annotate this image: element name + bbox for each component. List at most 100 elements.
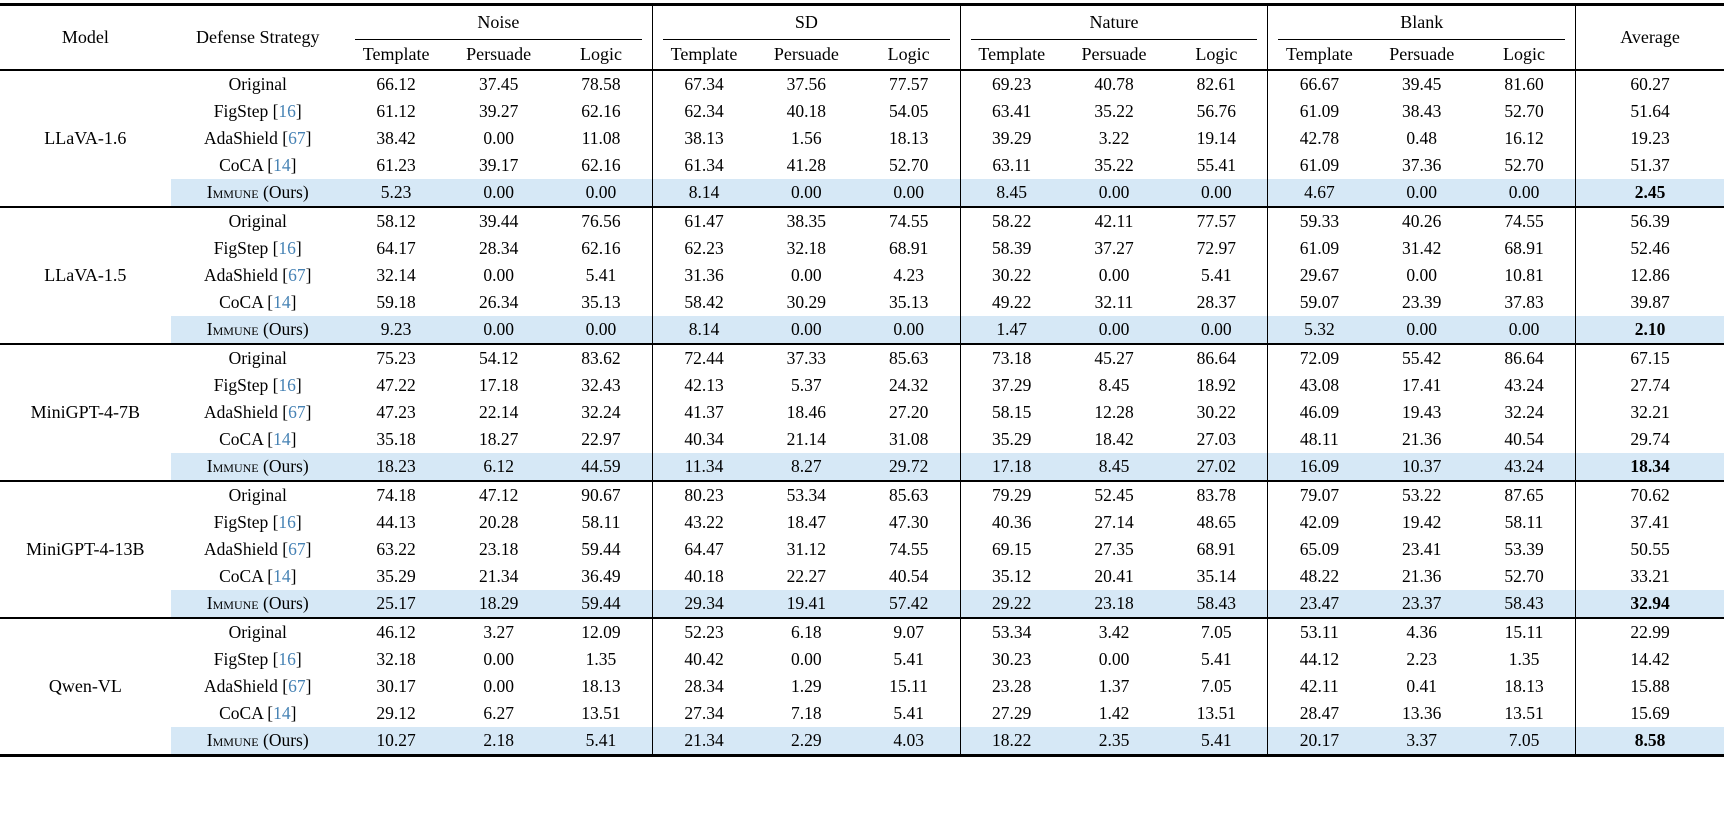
cell-value: 86.64 — [1473, 344, 1577, 372]
group-label-underline: Blank — [1278, 7, 1566, 40]
cell-value: 0.41 — [1406, 676, 1438, 696]
table-row: AdaShield [67] 63.22 23.18 59.44 64.47 31.12 7… — [0, 536, 1724, 563]
citation-link[interactable]: 14 — [273, 155, 291, 175]
cell-value: 42.09 — [1299, 512, 1340, 532]
cell-value: 1.56 — [791, 128, 822, 148]
table-row: CoCA [14] 61.23 39.17 62.16 61.34 41.28 52.70 6… — [0, 152, 1724, 179]
defense-name: Original — [228, 74, 287, 94]
defense-strategy-label: CoCA [14] — [219, 155, 297, 175]
average-value: 70.62 — [1630, 485, 1670, 505]
cell-value: 8.14 — [652, 316, 756, 344]
average-value: 32.94 — [1575, 590, 1724, 618]
average-value: 2.45 — [1575, 179, 1724, 207]
citation-link[interactable]: 14 — [273, 703, 291, 723]
citation-link[interactable]: 67 — [288, 539, 306, 559]
cell-value: 52.23 — [684, 622, 724, 642]
cell-value: 31.36 — [684, 265, 724, 285]
citation-link[interactable]: 14 — [273, 566, 291, 586]
cell-value: 58.22 — [992, 211, 1032, 231]
cell-value: 28.47 — [1299, 703, 1340, 723]
cell-value: 2.18 — [447, 727, 550, 756]
group-header-sd: SD — [652, 4, 961, 40]
defense-strategy-label: Original — [171, 70, 345, 98]
subcolumn-header: Logic — [1165, 40, 1269, 70]
cell-value: 27.29 — [992, 703, 1032, 723]
cell-value: 63.22 — [376, 539, 416, 559]
cell-value: 39.27 — [478, 101, 519, 121]
cell-value: 65.09 — [1299, 539, 1340, 559]
average-value: 39.87 — [1630, 292, 1670, 312]
average-value: 37.41 — [1630, 512, 1670, 532]
model-block-llava-1-5: LLaVA-1.5 Original 58.12 39.44 76.56 61.47 38.… — [0, 207, 1724, 344]
cell-value: 35.13 — [857, 289, 961, 316]
citation-link[interactable]: 67 — [288, 676, 306, 696]
table-row: FigStep [16] 47.22 17.18 32.43 42.13 5.37 24.3… — [0, 372, 1724, 399]
cell-value: 32.14 — [376, 265, 416, 285]
average-value: 15.88 — [1630, 676, 1670, 696]
citation-link[interactable]: 16 — [278, 512, 296, 532]
cell-value: 8.45 — [1062, 453, 1166, 481]
cell-value: 8.14 — [652, 179, 756, 207]
defense-strategy-label: AdaShield [67] — [204, 128, 312, 148]
defense-name: FigStep — [213, 512, 269, 532]
defense-name: AdaShield — [204, 265, 278, 285]
cell-value: 12.09 — [549, 618, 653, 646]
cell-value: 58.12 — [376, 211, 416, 231]
cell-value: 55.41 — [1165, 152, 1269, 179]
citation-link[interactable]: 16 — [278, 238, 296, 258]
cell-value: 41.28 — [786, 155, 827, 175]
citation-link[interactable]: 67 — [288, 402, 306, 422]
cell-value: 7.18 — [791, 703, 822, 723]
average-value: 51.37 — [1630, 155, 1670, 175]
citation-link[interactable]: 16 — [278, 375, 296, 395]
citation-link[interactable]: 67 — [288, 128, 306, 148]
cell-value: 5.41 — [549, 727, 653, 756]
citation-link[interactable]: 14 — [273, 292, 291, 312]
defense-name: Immune — [206, 182, 259, 202]
average-value: 32.21 — [1630, 402, 1670, 422]
cell-value: 61.09 — [1299, 155, 1340, 175]
cell-value: 1.35 — [549, 646, 653, 673]
cell-value: 27.35 — [1094, 539, 1134, 559]
cell-value: 0.00 — [1473, 179, 1577, 207]
citation-link[interactable]: 16 — [278, 649, 296, 669]
cell-value: 74.55 — [1473, 207, 1577, 235]
cell-value: 72.97 — [1165, 235, 1269, 262]
cell-value: 13.36 — [1402, 703, 1442, 723]
average-value: 29.74 — [1630, 429, 1670, 449]
model-name: MiniGPT-4-7B — [30, 402, 141, 422]
citation-link[interactable]: 67 — [288, 265, 306, 285]
cell-value: 31.12 — [786, 539, 827, 559]
cell-value: 46.12 — [376, 622, 416, 642]
cell-value: 37.29 — [992, 375, 1032, 395]
subcolumn-header: Template — [978, 44, 1046, 64]
cell-value: 4.67 — [1267, 179, 1371, 207]
table-row: LLaVA-1.5 Original 58.12 39.44 76.56 61.47 38.… — [0, 207, 1724, 285]
model-name: Qwen-VL — [48, 676, 122, 696]
citation-link[interactable]: 14 — [273, 429, 291, 449]
cell-value: 27.34 — [684, 703, 724, 723]
table-row-immune: Immune (Ours) 5.23 0.00 0.00 8.14 0.00 0.00 8.4… — [0, 179, 1724, 207]
cell-value: 74.55 — [857, 536, 961, 563]
subcolumn-header: Logic — [857, 40, 961, 70]
cell-value: 53.34 — [786, 485, 827, 505]
cell-value: 29.22 — [960, 590, 1063, 618]
defense-name: AdaShield — [204, 676, 278, 696]
defense-strategy-label: FigStep [16] — [213, 649, 302, 669]
cell-value: 63.11 — [992, 155, 1032, 175]
cell-value: 62.16 — [549, 235, 653, 262]
cell-value: 67.34 — [684, 74, 724, 94]
cell-value: 30.22 — [992, 265, 1032, 285]
citation-link[interactable]: 16 — [278, 101, 296, 121]
model-block-minigpt-4-13b: MiniGPT-4-13B Original 74.18 47.12 90.67 80.2… — [0, 481, 1724, 618]
cell-value: 59.44 — [549, 536, 653, 563]
group-label-underline: SD — [663, 7, 950, 40]
cell-value: 25.17 — [344, 590, 448, 618]
table-row: AdaShield [67] 47.23 22.14 32.24 41.37 18.46 2… — [0, 399, 1724, 426]
cell-value: 47.23 — [376, 402, 416, 422]
cell-value: 61.12 — [376, 101, 416, 121]
average-value: 8.58 — [1575, 727, 1724, 756]
table-row: FigStep [16] 64.17 28.34 62.16 62.23 32.18 68.… — [0, 235, 1724, 262]
cell-value: 27.03 — [1165, 426, 1269, 453]
cell-value: 39.29 — [992, 128, 1032, 148]
